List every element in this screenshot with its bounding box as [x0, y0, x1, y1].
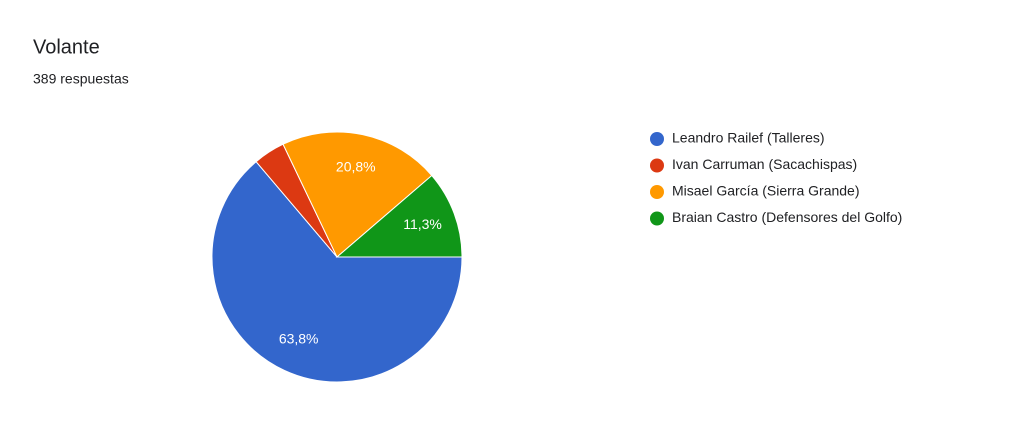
- legend-label: Ivan Carruman (Sacachispas): [672, 156, 857, 172]
- data-label: 11,3%: [403, 216, 442, 232]
- legend-marker: [650, 211, 664, 226]
- data-label: 20,8%: [336, 158, 376, 174]
- pie-slice: [282, 131, 433, 258]
- legend-label: Leandro Railef (Talleres): [672, 130, 825, 146]
- chart-subtitle: 389 respuestas: [33, 71, 129, 87]
- legend-marker: [650, 185, 664, 199]
- legend-marker: [650, 132, 664, 146]
- pie-slice: [211, 160, 463, 383]
- pie-slice: [335, 174, 463, 258]
- chart-title: Volante: [33, 36, 100, 58]
- legend-label: Misael García (Sierra Grande): [672, 183, 860, 199]
- data-label: 63,8%: [279, 331, 319, 347]
- legend-marker: [650, 158, 664, 173]
- legend-label: Braian Castro (Defensores del Golfo): [672, 209, 902, 225]
